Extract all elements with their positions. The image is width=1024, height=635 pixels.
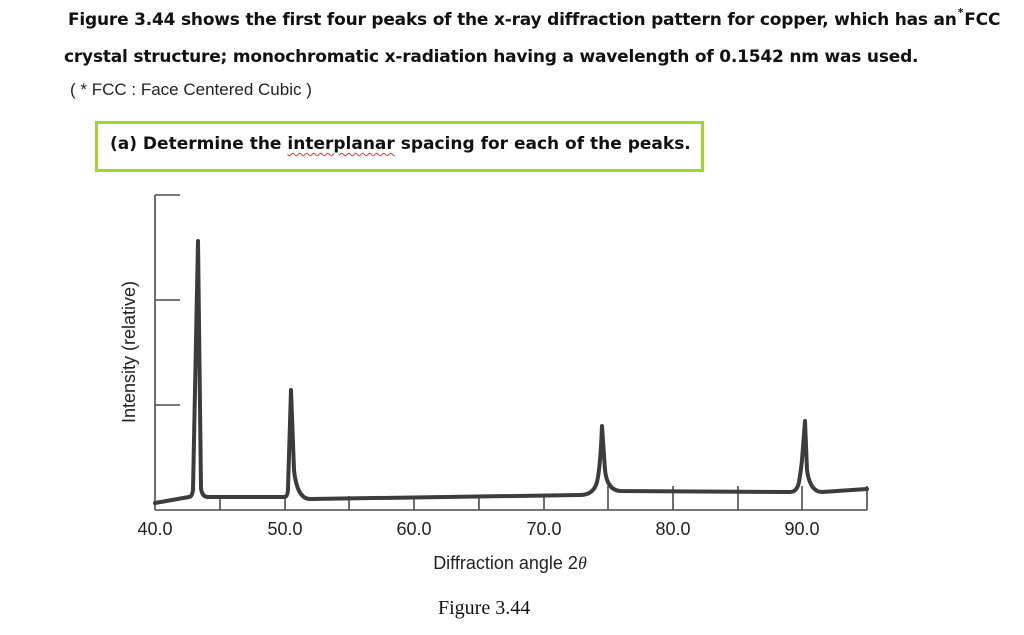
question-line-1: Figure 3.44 shows the first four peaks o… <box>68 6 1001 30</box>
x-tick-label: 70.0 <box>526 519 561 539</box>
y-axis-title: Intensity (relative) <box>119 281 139 423</box>
footnote-asterisk: * <box>957 6 964 19</box>
theta-symbol: θ <box>578 553 587 573</box>
part-a-prefix: (a) Determine the <box>110 134 288 154</box>
x-axis-title: Diffraction angle 2θ <box>433 553 587 573</box>
fcc-footnote: ( * FCC : Face Centered Cubic ) <box>70 80 312 99</box>
part-a-suffix: spacing for each of the peaks. <box>394 134 691 154</box>
question-fcc: FCC <box>964 10 1001 30</box>
x-tick-label: 80.0 <box>655 519 690 539</box>
x-tick-label: 90.0 <box>784 519 819 539</box>
spellcheck-word: interplanar <box>287 134 395 154</box>
x-axis-title-text: Diffraction angle 2 <box>433 553 578 573</box>
axes <box>154 194 868 511</box>
question-line-1-text: Figure 3.44 shows the first four peaks o… <box>68 10 957 30</box>
x-tick-label: 60.0 <box>396 519 431 539</box>
question-line-2: crystal structure; monochromatic x-radia… <box>64 47 919 67</box>
x-tick-label: 40.0 <box>137 519 172 539</box>
x-tick-labels: 40.0 50.0 60.0 70.0 80.0 90.0 <box>137 519 819 539</box>
figure-caption: Figure 3.44 <box>438 597 531 619</box>
diffraction-curve <box>153 239 869 505</box>
part-a-highlight-box: (a) Determine the interplanar spacing fo… <box>95 121 704 172</box>
x-tick-label: 50.0 <box>267 519 302 539</box>
part-a-question: (a) Determine the interplanar spacing fo… <box>110 134 691 154</box>
